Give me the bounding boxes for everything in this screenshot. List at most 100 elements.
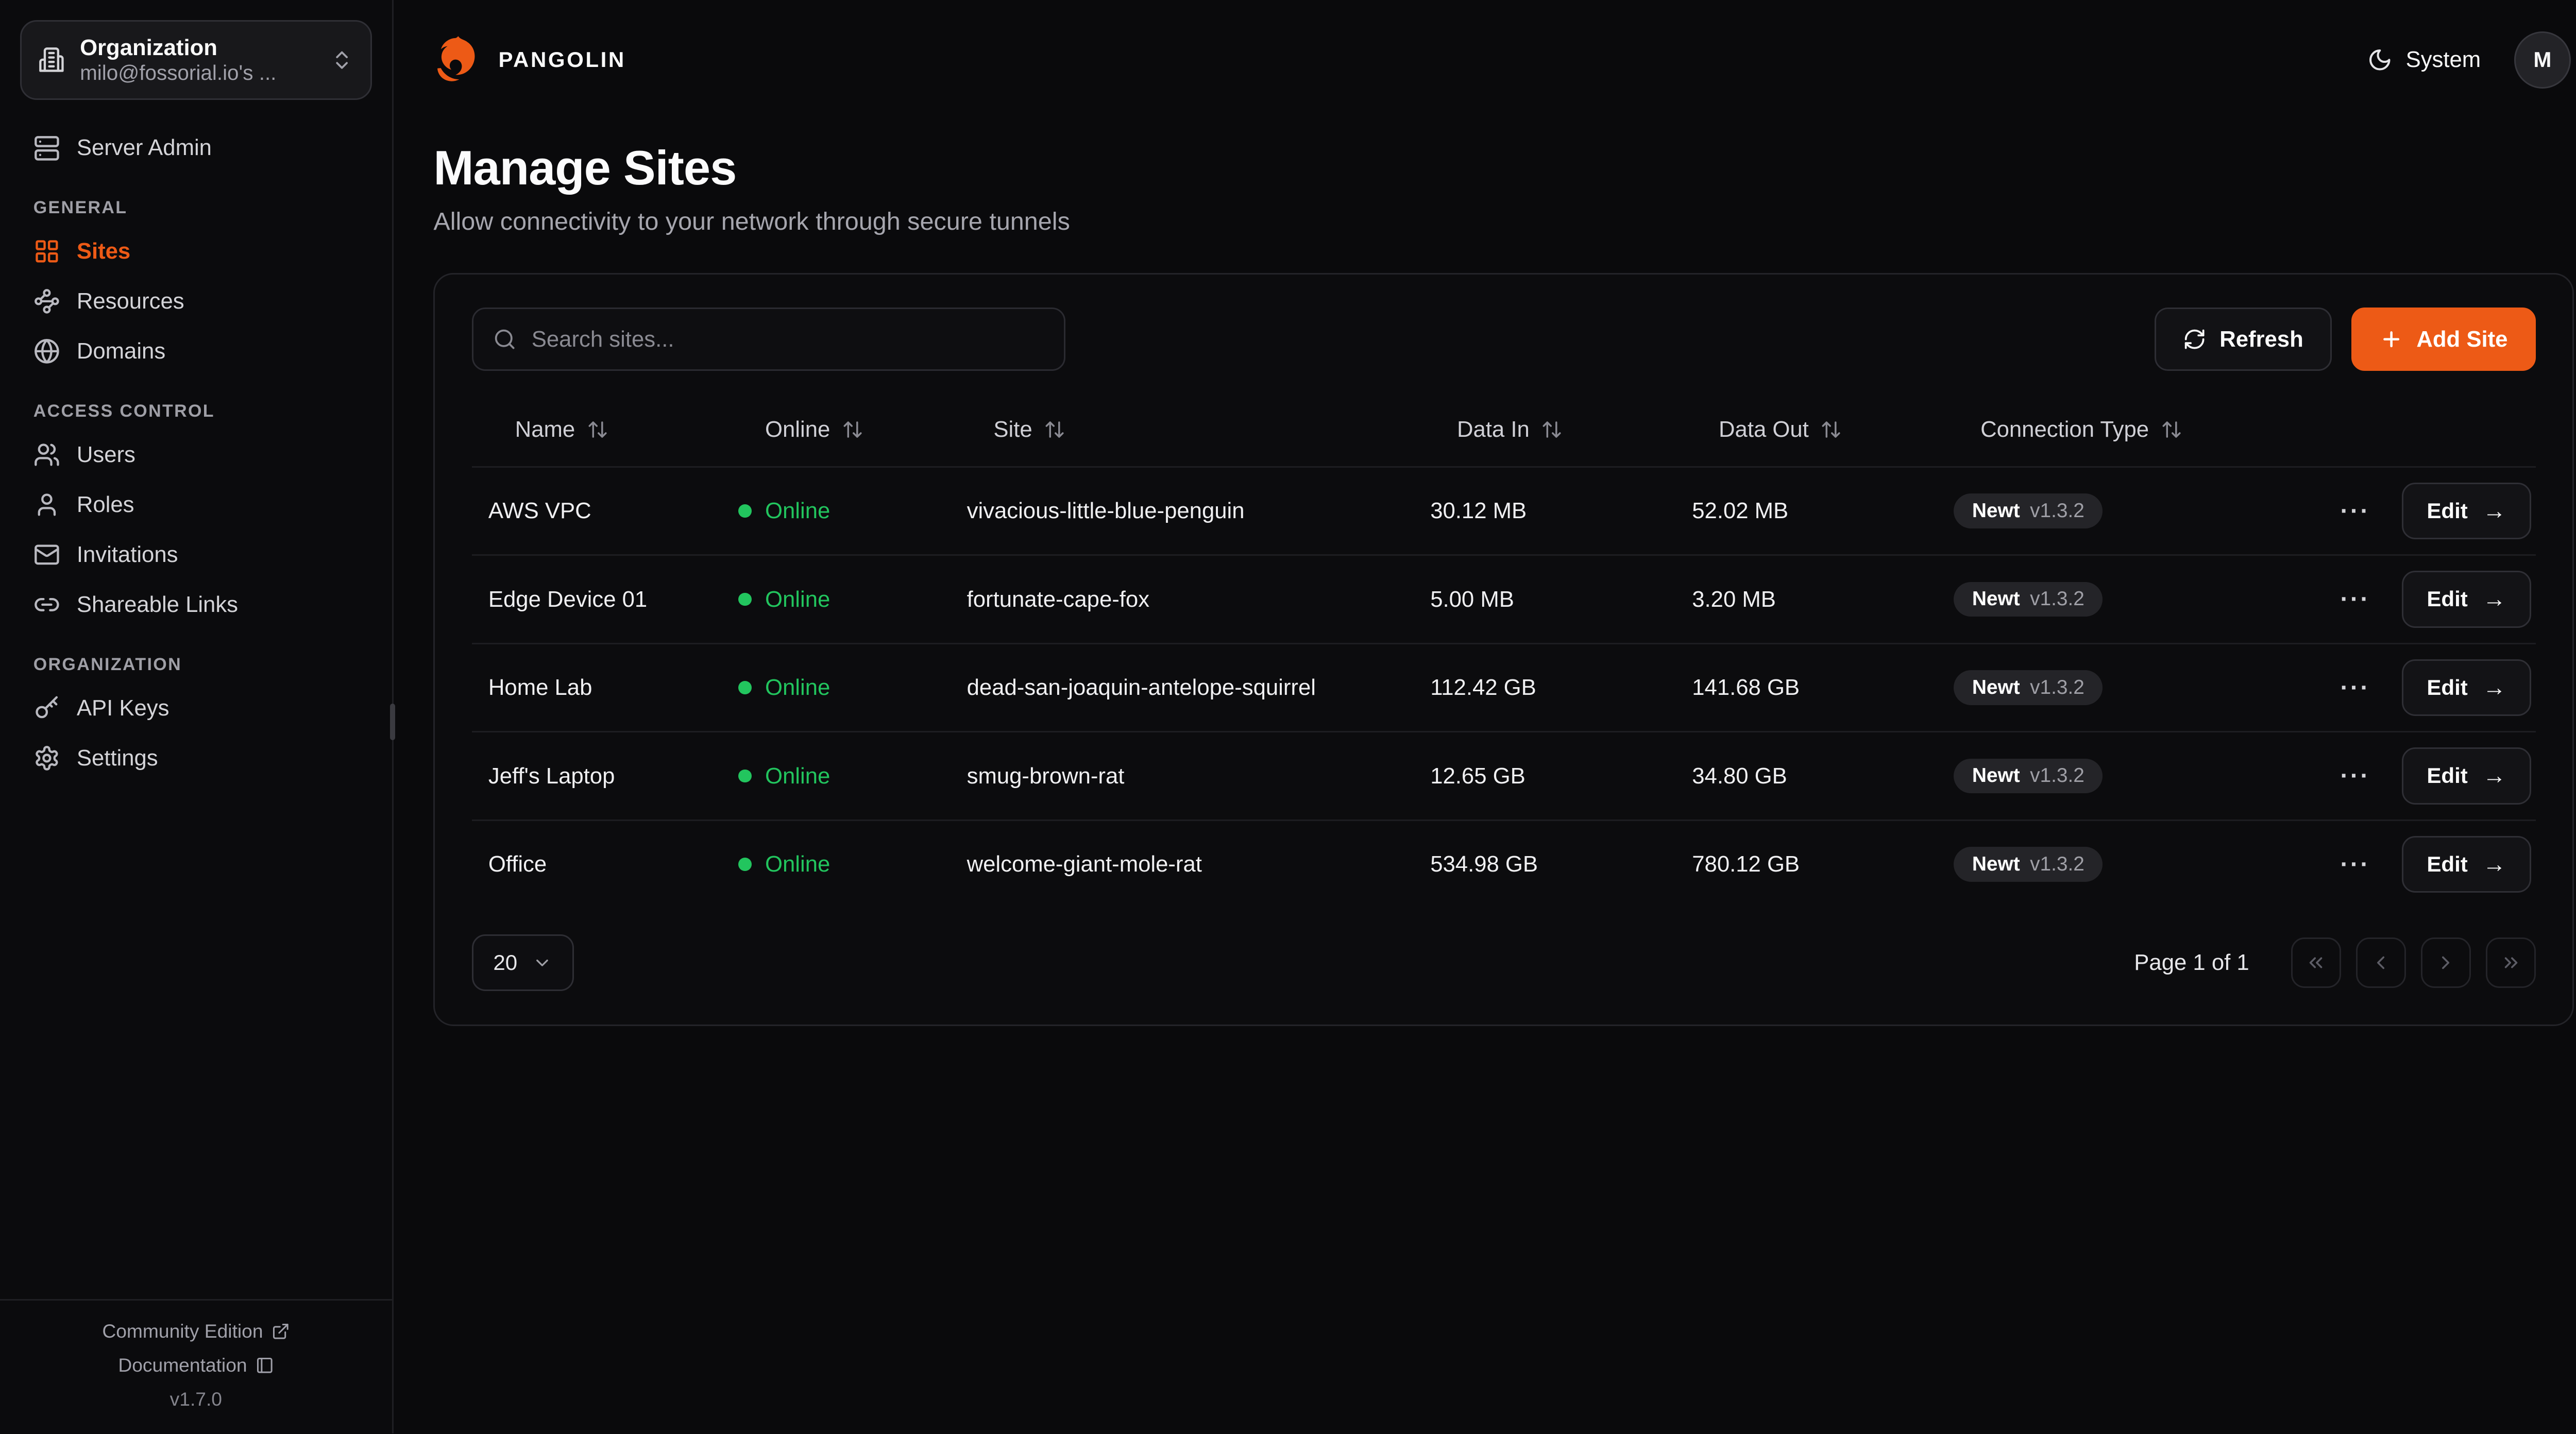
sidebar-item-domains[interactable]: Domains: [20, 327, 372, 377]
row-menu-button[interactable]: ···: [2330, 667, 2380, 709]
table-row[interactable]: Jeff's Laptop Online smug-brown-rat 12.6…: [471, 731, 2536, 820]
row-menu-button[interactable]: ···: [2330, 578, 2380, 621]
sidebar-item-sites[interactable]: Sites: [20, 227, 372, 277]
external-link-icon: [273, 1324, 289, 1339]
online-dot-icon: [738, 769, 752, 783]
site-name-cell: Office: [488, 851, 547, 877]
sidebar-item-resources[interactable]: Resources: [20, 277, 372, 327]
sidebar-item-label: Roles: [76, 492, 134, 518]
sidebar-item-server-admin[interactable]: Server Admin: [20, 123, 372, 173]
sidebar-item-label: Server Admin: [76, 135, 212, 161]
column-header-site[interactable]: Site: [950, 417, 1414, 442]
online-status-label: Online: [765, 851, 831, 877]
sidebar-resize-handle[interactable]: [390, 703, 396, 740]
online-status-cell: Online: [722, 851, 950, 877]
edit-button[interactable]: Edit →: [2402, 571, 2531, 628]
sidebar-item-api-keys[interactable]: API Keys: [20, 683, 372, 733]
table-row[interactable]: Edge Device 01 Online fortunate-cape-fox…: [471, 554, 2536, 643]
connection-name: Newt: [1972, 764, 2020, 787]
sort-icon: [1044, 419, 1065, 440]
sites-grid-icon: [36, 240, 58, 263]
row-menu-button[interactable]: ···: [2330, 755, 2380, 797]
chevrons-right-icon: [2500, 952, 2522, 974]
sidebar-item-roles[interactable]: Roles: [20, 480, 372, 530]
table-row[interactable]: Home Lab Online dead-san-joaquin-antelop…: [471, 642, 2536, 731]
theme-toggle[interactable]: System: [2367, 47, 2481, 73]
column-header-connection-type[interactable]: Connection Type: [1937, 417, 2320, 442]
plus-icon: [2383, 331, 2400, 348]
column-header-data-out[interactable]: Data Out: [1675, 417, 1937, 442]
chevrons-left-icon: [2305, 952, 2327, 974]
page-subtitle: Allow connectivity to your network throu…: [433, 208, 1070, 236]
table-row[interactable]: Office Online welcome-giant-mole-rat 534…: [471, 819, 2536, 908]
sidebar: Organization milo@fossorial.io's ... Ser…: [0, 0, 396, 1433]
edit-button[interactable]: Edit →: [2402, 659, 2531, 716]
arrow-right-icon: →: [2482, 497, 2506, 524]
topbar: PANGOLIN System M: [394, 0, 2576, 120]
next-page-button[interactable]: [2420, 937, 2471, 988]
column-header-online[interactable]: Online: [722, 417, 950, 442]
connection-type-cell: Newt v1.3.2: [1937, 847, 2320, 882]
gear-icon: [36, 746, 58, 771]
community-edition-link[interactable]: Community Edition: [102, 1320, 290, 1342]
connection-version: v1.3.2: [2030, 676, 2084, 698]
sidebar-item-label: Settings: [76, 745, 158, 771]
sort-icon: [2161, 419, 2182, 440]
community-edition-label: Community Edition: [102, 1320, 263, 1342]
search-box[interactable]: [471, 308, 1065, 371]
row-actions: ··· Edit →: [2320, 747, 2536, 805]
sidebar-item-label: API Keys: [76, 695, 170, 721]
first-page-button[interactable]: [2291, 937, 2341, 988]
edit-button[interactable]: Edit →: [2402, 747, 2531, 805]
online-dot-icon: [738, 858, 752, 871]
prev-page-button[interactable]: [2355, 937, 2406, 988]
edit-button[interactable]: Edit →: [2402, 835, 2531, 893]
users-icon: [34, 443, 59, 466]
arrow-right-icon: →: [2482, 586, 2506, 612]
online-status-label: Online: [765, 586, 831, 612]
site-slug-cell: dead-san-joaquin-antelope-squirrel: [967, 675, 1316, 700]
globe-icon: [34, 339, 59, 364]
last-page-button[interactable]: [2486, 937, 2536, 988]
edit-label: Edit: [2427, 587, 2468, 611]
refresh-button[interactable]: Refresh: [2155, 308, 2332, 371]
table-row[interactable]: AWS VPC Online vivacious-little-blue-pen…: [471, 466, 2536, 555]
sidebar-item-settings[interactable]: Settings: [20, 733, 372, 783]
row-menu-button[interactable]: ···: [2330, 490, 2380, 532]
pagination: Page 1 of 1: [2134, 937, 2536, 988]
online-status-label: Online: [765, 675, 831, 700]
section-label-general: GENERAL: [33, 198, 128, 218]
data-in-cell: 5.00 MB: [1430, 586, 1514, 612]
chevrons-up-down-icon: [336, 51, 348, 69]
online-dot-icon: [738, 504, 752, 518]
user-icon: [38, 493, 56, 516]
column-header-name[interactable]: Name: [472, 417, 722, 442]
edit-button[interactable]: Edit →: [2402, 482, 2531, 539]
sidebar-item-users[interactable]: Users: [20, 430, 372, 480]
row-actions: ··· Edit →: [2320, 571, 2536, 628]
column-header-data-in[interactable]: Data In: [1414, 417, 1675, 442]
add-site-button[interactable]: Add Site: [2351, 308, 2536, 371]
sidebar-item-label: Shareable Links: [76, 592, 239, 618]
site-name-cell: Edge Device 01: [488, 586, 648, 612]
edit-label: Edit: [2427, 763, 2468, 788]
user-avatar[interactable]: M: [2514, 31, 2571, 89]
online-dot-icon: [738, 592, 752, 606]
online-status-label: Online: [765, 498, 831, 523]
site-name-cell: Jeff's Laptop: [488, 763, 615, 789]
page-size-select[interactable]: 20: [471, 934, 574, 992]
data-in-cell: 12.65 GB: [1430, 763, 1526, 789]
sidebar-item-invitations[interactable]: Invitations: [20, 530, 372, 580]
sidebar-item-shareable-links[interactable]: Shareable Links: [20, 580, 372, 630]
documentation-link[interactable]: Documentation: [118, 1354, 274, 1376]
row-menu-button[interactable]: ···: [2330, 843, 2380, 885]
connection-type-cell: Newt v1.3.2: [1937, 670, 2320, 705]
site-slug-cell: smug-brown-rat: [967, 763, 1125, 789]
search-input[interactable]: [531, 326, 1044, 352]
online-status-cell: Online: [722, 763, 950, 789]
sort-icon: [1820, 419, 1842, 440]
key-icon: [36, 696, 58, 719]
org-switcher[interactable]: Organization milo@fossorial.io's ...: [20, 20, 372, 100]
connection-type-badge: Newt v1.3.2: [1954, 670, 2103, 705]
data-in-cell: 112.42 GB: [1430, 675, 1536, 700]
